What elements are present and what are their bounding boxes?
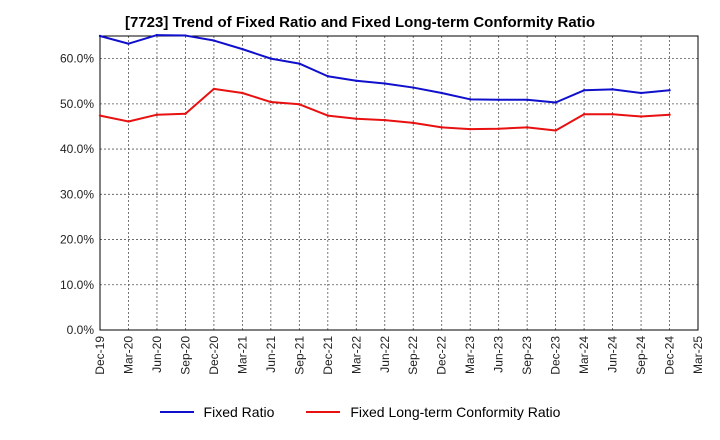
y-tick-label: 30.0% [60,187,94,201]
legend-item-fixed-ratio: Fixed Ratio [159,404,275,420]
data-point [639,91,643,95]
y-tick-label: 60.0% [60,52,94,66]
x-tick-label: Dec-20 [207,336,221,375]
chart-plot: 0.0% 10.0% 20.0% 30.0% 40.0% 50.0% 60.0% Dec-1… [60,33,705,375]
plot-frame [99,35,699,331]
x-tick-label: Sep-22 [406,336,420,375]
y-axis-ticks: 0.0% 10.0% 20.0% 30.0% 40.0% 50.0% 60.0% [60,52,94,337]
data-point [241,47,244,51]
y-tick-label: 10.0% [60,278,94,292]
data-point [241,91,244,95]
x-tick-label: Mar-24 [577,336,591,374]
data-point [468,98,472,101]
chart-title: [7723] Trend of Fixed Ratio and Fixed Lo… [124,14,596,31]
data-point [298,103,301,106]
data-point [127,42,130,45]
legend-label-fixed-long-term-conformity-ratio: Fixed Long-term Conformity Ratio [350,404,561,420]
y-tick-label: 0.0% [67,323,95,337]
x-tick-label: Mar-22 [349,336,363,374]
x-tick-label: Dec-23 [549,336,563,375]
data-point [212,87,216,91]
data-point [668,89,671,92]
data-point [412,121,415,125]
data-point [383,82,386,85]
data-point [611,113,614,116]
data-point [212,39,216,42]
data-point [440,91,443,95]
data-point [184,112,187,115]
x-tick-label: Sep-20 [178,336,192,375]
y-tick-label: 40.0% [60,142,94,156]
x-tick-label: Dec-21 [321,336,335,375]
data-point [155,113,159,116]
data-point [525,126,529,129]
data-point [383,118,386,122]
x-tick-label: Jun-21 [264,336,278,373]
data-point [269,100,273,104]
data-point [355,117,358,120]
data-point [611,88,614,91]
data-point [269,57,273,60]
legend-swatch-fixed-long-term-conformity-ratio [306,411,341,413]
data-point [582,89,586,92]
series-lines [98,33,671,132]
data-point [298,62,301,65]
x-tick-label: Sep-21 [292,336,306,375]
legend-swatch-fixed-ratio [159,411,194,413]
legend-item-fixed-long-term-conformity-ratio: Fixed Long-term Conformity Ratio [306,404,560,420]
x-tick-label: Sep-24 [634,336,648,375]
legend: Fixed Ratio Fixed Long-term Conformity R… [0,404,720,420]
data-point [582,113,586,116]
x-tick-label: Jun-20 [150,336,164,373]
x-tick-label: Dec-19 [93,336,107,375]
data-point [639,115,643,118]
x-tick-label: Dec-24 [663,336,677,375]
data-point [127,120,130,123]
x-axis-ticks: Dec-19 Mar-20 Jun-20 Sep-20 Dec-20 Mar-21 Jun-… [93,336,705,375]
x-tick-label: Jun-24 [606,336,620,373]
x-tick-label: Mar-23 [463,336,477,374]
legend-label-fixed-ratio: Fixed Ratio [203,404,275,420]
x-tick-label: Mar-25 [691,336,705,374]
data-point [668,113,671,116]
data-point [98,114,102,117]
data-point [355,79,358,82]
y-tick-label: 50.0% [60,97,94,111]
data-point [468,127,472,131]
y-tick-label: 20.0% [60,233,94,247]
grid-lines [100,36,698,330]
data-point [554,101,557,104]
x-tick-label: Mar-20 [121,336,135,374]
data-point [412,86,415,89]
data-point [497,127,500,130]
data-point [440,126,443,129]
data-point [326,114,330,117]
x-tick-label: Sep-23 [520,336,534,375]
x-tick-label: Jun-23 [492,336,506,373]
data-point [554,129,557,132]
data-point [497,98,500,101]
data-point [155,33,159,37]
data-point [98,34,102,38]
x-tick-label: Mar-21 [235,336,249,374]
x-tick-label: Jun-22 [378,336,392,373]
data-point [525,98,529,101]
data-point [326,75,330,78]
data-point [184,34,187,37]
x-tick-label: Dec-22 [435,336,449,375]
